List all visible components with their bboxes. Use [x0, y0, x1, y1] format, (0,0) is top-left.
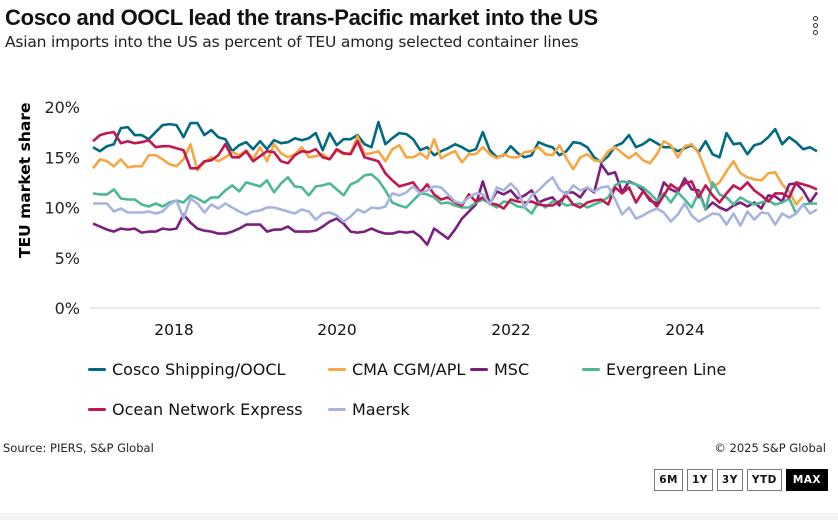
- more-options-icon[interactable]: [808, 16, 822, 44]
- line-chart: TEU market share 0%5%10%15%20% 2018 2020 2…: [16, 98, 820, 339]
- series-line-cma-cgm-apl[interactable]: [91, 134, 805, 206]
- x-tick-label: 2024: [665, 321, 704, 339]
- copyright-note: © 2025 S&P Global: [714, 441, 826, 455]
- range-button-6m[interactable]: 6M: [654, 469, 683, 491]
- legend-swatch: [470, 368, 488, 371]
- series-line-evergreen-line[interactable]: [92, 173, 817, 215]
- x-tick-label: 2020: [317, 321, 356, 339]
- source-note: Source: PIERS, S&P Global: [3, 441, 154, 455]
- y-tick-label: 20%: [44, 98, 80, 117]
- legend-item-msc[interactable]: MSC: [470, 360, 529, 379]
- legend-label: MSC: [494, 360, 530, 379]
- range-button-ytd[interactable]: YTD: [746, 469, 782, 491]
- legend-swatch: [582, 368, 600, 371]
- x-tick-label: 2022: [491, 321, 530, 339]
- menu-dot: [812, 16, 818, 21]
- legend-item-maersk[interactable]: Maersk: [328, 400, 410, 419]
- y-tick-label: 5%: [55, 249, 80, 268]
- y-axis: 0% 5% 10% 15% 20%: [44, 98, 80, 318]
- y-tick-label: 10%: [44, 199, 80, 218]
- legend-label: Cosco Shipping/OOCL: [112, 360, 286, 379]
- legend-label: Maersk: [352, 400, 410, 419]
- chart-subtitle: Asian imports into the US as percent of …: [5, 33, 579, 51]
- series-line-maersk[interactable]: [93, 176, 818, 227]
- legend-swatch: [88, 368, 106, 371]
- legend-item-cosco-shipping-oocl[interactable]: Cosco Shipping/OOCL: [88, 360, 285, 379]
- legend-item-evergreen-line[interactable]: Evergreen Line: [582, 360, 726, 379]
- menu-dot: [812, 30, 818, 35]
- legend-swatch: [328, 408, 346, 411]
- x-axis: 2018 2020 2022 2024: [154, 321, 704, 339]
- legend-item-ocean-network-express[interactable]: Ocean Network Express: [88, 400, 303, 419]
- footer-bar: [0, 513, 838, 520]
- legend-label: CMA CGM/APL: [352, 360, 466, 379]
- legend-swatch: [88, 408, 106, 411]
- legend-label: Ocean Network Express: [112, 400, 303, 419]
- legend-swatch: [328, 368, 346, 371]
- y-axis-title: TEU market share: [16, 103, 34, 258]
- legend-item-cma-cgm-apl[interactable]: CMA CGM/APL: [328, 360, 465, 379]
- legend-label: Evergreen Line: [606, 360, 727, 379]
- range-selector: 6M 1Y 3Y YTD MAX: [654, 469, 828, 491]
- series-group: [91, 120, 819, 246]
- range-button-3y[interactable]: 3Y: [716, 469, 743, 491]
- chart-title: Cosco and OOCL lead the trans-Pacific ma…: [5, 5, 598, 30]
- x-tick-label: 2018: [154, 321, 193, 339]
- range-button-1y[interactable]: 1Y: [687, 469, 713, 491]
- y-tick-label: 15%: [44, 148, 80, 167]
- range-button-max[interactable]: MAX: [785, 469, 828, 491]
- menu-dot: [812, 23, 818, 28]
- series-line-cosco-shipping-oocl[interactable]: [92, 120, 818, 164]
- y-tick-label: 0%: [55, 299, 80, 318]
